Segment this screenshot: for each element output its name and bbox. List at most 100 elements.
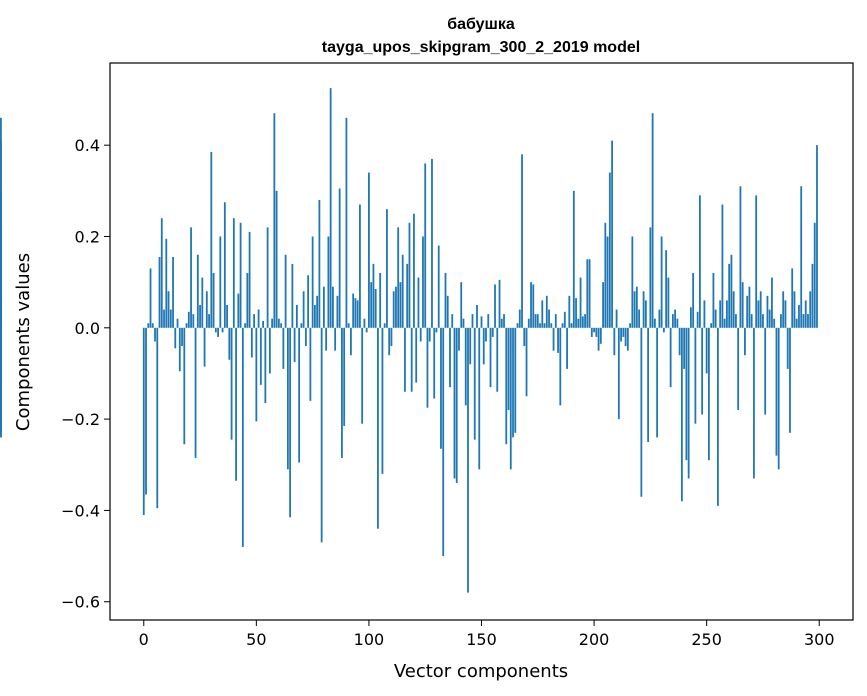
bar xyxy=(397,227,400,328)
bar xyxy=(557,327,559,353)
bar xyxy=(572,190,575,328)
bar xyxy=(566,327,568,369)
bar xyxy=(226,304,228,328)
bar xyxy=(728,263,731,328)
bar xyxy=(541,300,544,328)
bar xyxy=(602,282,604,328)
bar xyxy=(241,327,244,547)
bar xyxy=(791,268,794,328)
x-tick-label: 50 xyxy=(246,630,266,649)
bar xyxy=(768,309,771,328)
bar xyxy=(687,327,690,479)
bar xyxy=(523,327,526,347)
bar xyxy=(590,327,593,337)
bar xyxy=(579,277,582,328)
bar xyxy=(210,152,213,328)
bar xyxy=(548,309,550,328)
bar xyxy=(257,309,260,328)
bar xyxy=(775,327,778,456)
bar xyxy=(730,254,733,328)
bar xyxy=(431,158,433,328)
bar xyxy=(599,327,602,344)
bar xyxy=(721,204,724,328)
bar xyxy=(363,318,366,328)
bar xyxy=(158,257,161,328)
bar xyxy=(327,236,330,328)
bar xyxy=(550,323,553,328)
bar xyxy=(604,222,607,328)
bar xyxy=(426,327,429,408)
bar xyxy=(755,195,758,328)
bar xyxy=(268,327,271,374)
bar xyxy=(480,316,483,328)
bar xyxy=(255,327,258,422)
bar xyxy=(440,327,442,449)
bar xyxy=(667,277,670,328)
bar xyxy=(172,257,174,328)
bar xyxy=(325,327,328,351)
bar xyxy=(773,318,776,328)
bar xyxy=(392,291,395,328)
bar xyxy=(174,327,177,349)
bar xyxy=(811,263,814,328)
chart-title: бабушка xyxy=(447,16,515,33)
bar xyxy=(800,186,803,328)
bar xyxy=(145,327,147,495)
bar xyxy=(539,323,541,328)
bar xyxy=(753,327,755,479)
bar xyxy=(149,268,152,328)
bar xyxy=(264,327,267,404)
bar xyxy=(485,327,487,342)
bar xyxy=(807,314,809,328)
bar xyxy=(406,263,409,328)
x-tick-label: 0 xyxy=(139,630,149,649)
bar xyxy=(356,300,359,328)
bar xyxy=(295,304,298,328)
bar xyxy=(527,318,530,328)
bar xyxy=(156,327,159,509)
bar xyxy=(809,291,812,328)
bar xyxy=(404,327,406,392)
bar xyxy=(642,291,645,328)
bar xyxy=(478,327,481,470)
bar xyxy=(419,327,422,342)
bar xyxy=(712,273,715,328)
bar xyxy=(777,327,780,470)
bar xyxy=(266,227,269,328)
bar xyxy=(748,286,751,328)
chart-subtitle: tayga_upos_skipgram_300_2_2019 model xyxy=(322,39,640,56)
bar xyxy=(649,227,652,328)
bar xyxy=(496,327,499,392)
bar xyxy=(374,289,377,328)
bar xyxy=(656,327,659,438)
bar xyxy=(422,236,424,328)
bar xyxy=(280,323,283,328)
bar xyxy=(764,327,767,415)
bar xyxy=(304,327,307,347)
bar xyxy=(163,309,165,328)
bar xyxy=(653,318,656,328)
bar xyxy=(613,327,616,356)
bar xyxy=(595,327,598,337)
bar xyxy=(223,202,226,328)
bar xyxy=(246,273,249,328)
bar xyxy=(455,327,458,484)
y-tick-label: −0.6 xyxy=(61,593,100,612)
bar xyxy=(217,327,219,337)
bar xyxy=(293,327,296,363)
bar xyxy=(449,327,451,388)
bar xyxy=(494,284,496,328)
bar xyxy=(386,209,388,328)
bar xyxy=(259,327,262,385)
bar xyxy=(723,318,726,328)
bar xyxy=(273,113,276,328)
bar xyxy=(640,327,643,497)
bar xyxy=(408,222,411,328)
bar xyxy=(491,327,494,337)
bar xyxy=(536,314,539,328)
bar xyxy=(467,327,469,593)
bar xyxy=(451,314,454,328)
bar xyxy=(320,327,323,543)
y-tick-label: 0.4 xyxy=(75,136,100,155)
bar xyxy=(671,314,674,328)
